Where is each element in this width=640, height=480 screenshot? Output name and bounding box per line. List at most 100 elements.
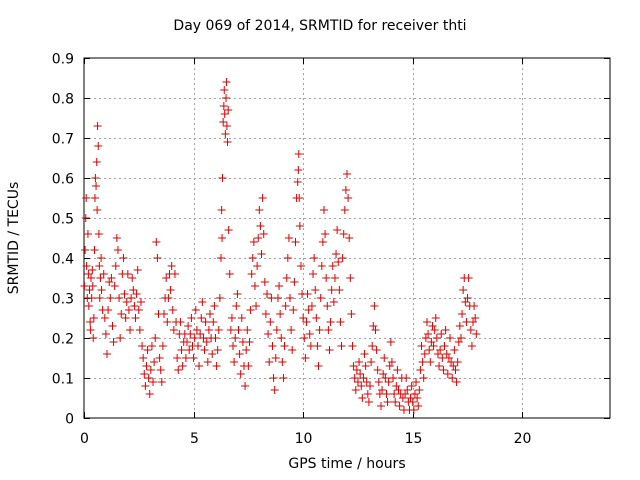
data-point <box>290 278 299 286</box>
data-point <box>378 386 387 394</box>
data-point <box>132 290 141 298</box>
data-point <box>422 318 431 326</box>
data-point <box>185 346 194 354</box>
data-point <box>383 398 392 406</box>
data-point <box>432 334 441 342</box>
data-point <box>286 294 295 302</box>
data-point <box>93 122 102 130</box>
data-point <box>441 326 450 334</box>
data-point <box>85 286 94 294</box>
data-point <box>168 306 177 314</box>
data-point <box>452 378 461 386</box>
data-point <box>367 358 376 366</box>
data-point <box>246 306 255 314</box>
data-point <box>83 230 92 238</box>
data-point <box>443 370 452 378</box>
data-point <box>424 330 433 338</box>
data-point <box>319 206 328 214</box>
data-point <box>92 158 101 166</box>
data-point <box>317 262 326 270</box>
data-point <box>282 274 291 282</box>
y-tick-label: 0.9 <box>52 52 74 68</box>
data-point <box>173 354 182 362</box>
data-point <box>303 290 312 298</box>
data-point <box>425 346 434 354</box>
data-point <box>139 354 148 362</box>
data-point <box>97 254 106 262</box>
data-point <box>356 370 365 378</box>
data-point <box>433 350 442 358</box>
data-point <box>223 138 232 146</box>
data-point <box>294 166 303 174</box>
data-point <box>359 374 368 382</box>
data-point <box>353 378 362 386</box>
data-point <box>245 338 254 346</box>
data-point <box>86 326 95 334</box>
data-point <box>105 278 114 286</box>
data-point <box>415 386 424 394</box>
data-point <box>291 238 300 246</box>
data-point <box>430 326 439 334</box>
data-point <box>189 354 198 362</box>
data-point <box>224 226 233 234</box>
data-point <box>106 294 115 302</box>
data-point <box>288 346 297 354</box>
data-point <box>334 258 343 266</box>
data-point <box>222 122 231 130</box>
data-point <box>407 382 416 390</box>
x-tick-label: 0 <box>80 431 89 447</box>
data-point <box>95 262 104 270</box>
data-point <box>225 270 234 278</box>
data-point <box>328 262 337 270</box>
data-point <box>218 234 227 242</box>
data-point <box>299 314 308 322</box>
data-point <box>387 358 396 366</box>
data-point <box>107 274 116 282</box>
data-point <box>382 390 391 398</box>
data-point <box>213 346 222 354</box>
data-point <box>458 310 467 318</box>
data-point <box>344 194 353 202</box>
data-point <box>90 194 99 202</box>
data-point <box>88 266 97 274</box>
data-point <box>158 342 167 350</box>
data-point <box>231 334 240 342</box>
data-point <box>195 362 204 370</box>
data-point <box>203 358 212 366</box>
data-point <box>143 346 152 354</box>
data-point <box>287 326 296 334</box>
data-point <box>313 342 322 350</box>
data-point <box>181 354 190 362</box>
data-point <box>461 298 470 306</box>
data-point <box>95 294 104 302</box>
data-point <box>84 302 93 310</box>
data-point <box>381 374 390 382</box>
data-point <box>278 358 287 366</box>
data-point <box>279 374 288 382</box>
y-tick-label: 0.3 <box>52 292 74 308</box>
data-point <box>128 274 137 282</box>
data-point <box>322 274 331 282</box>
data-point <box>280 342 289 350</box>
data-point <box>94 142 103 150</box>
data-point <box>323 302 332 310</box>
data-point <box>90 246 99 254</box>
data-point <box>330 274 339 282</box>
data-point <box>271 354 280 362</box>
data-point <box>259 230 268 238</box>
data-point <box>336 318 345 326</box>
x-tick-label: 20 <box>514 431 532 447</box>
data-point <box>284 234 293 242</box>
data-point <box>248 254 257 262</box>
data-point <box>255 206 264 214</box>
data-point <box>87 294 96 302</box>
data-point <box>193 342 202 350</box>
data-point <box>398 394 407 402</box>
data-point <box>305 330 314 338</box>
data-point <box>276 310 285 318</box>
data-point <box>265 358 274 366</box>
chart-title: Day 069 of 2014, SRMTID for receiver tht… <box>173 18 467 34</box>
data-point <box>414 402 423 410</box>
data-point <box>122 298 131 306</box>
data-point <box>201 318 210 326</box>
